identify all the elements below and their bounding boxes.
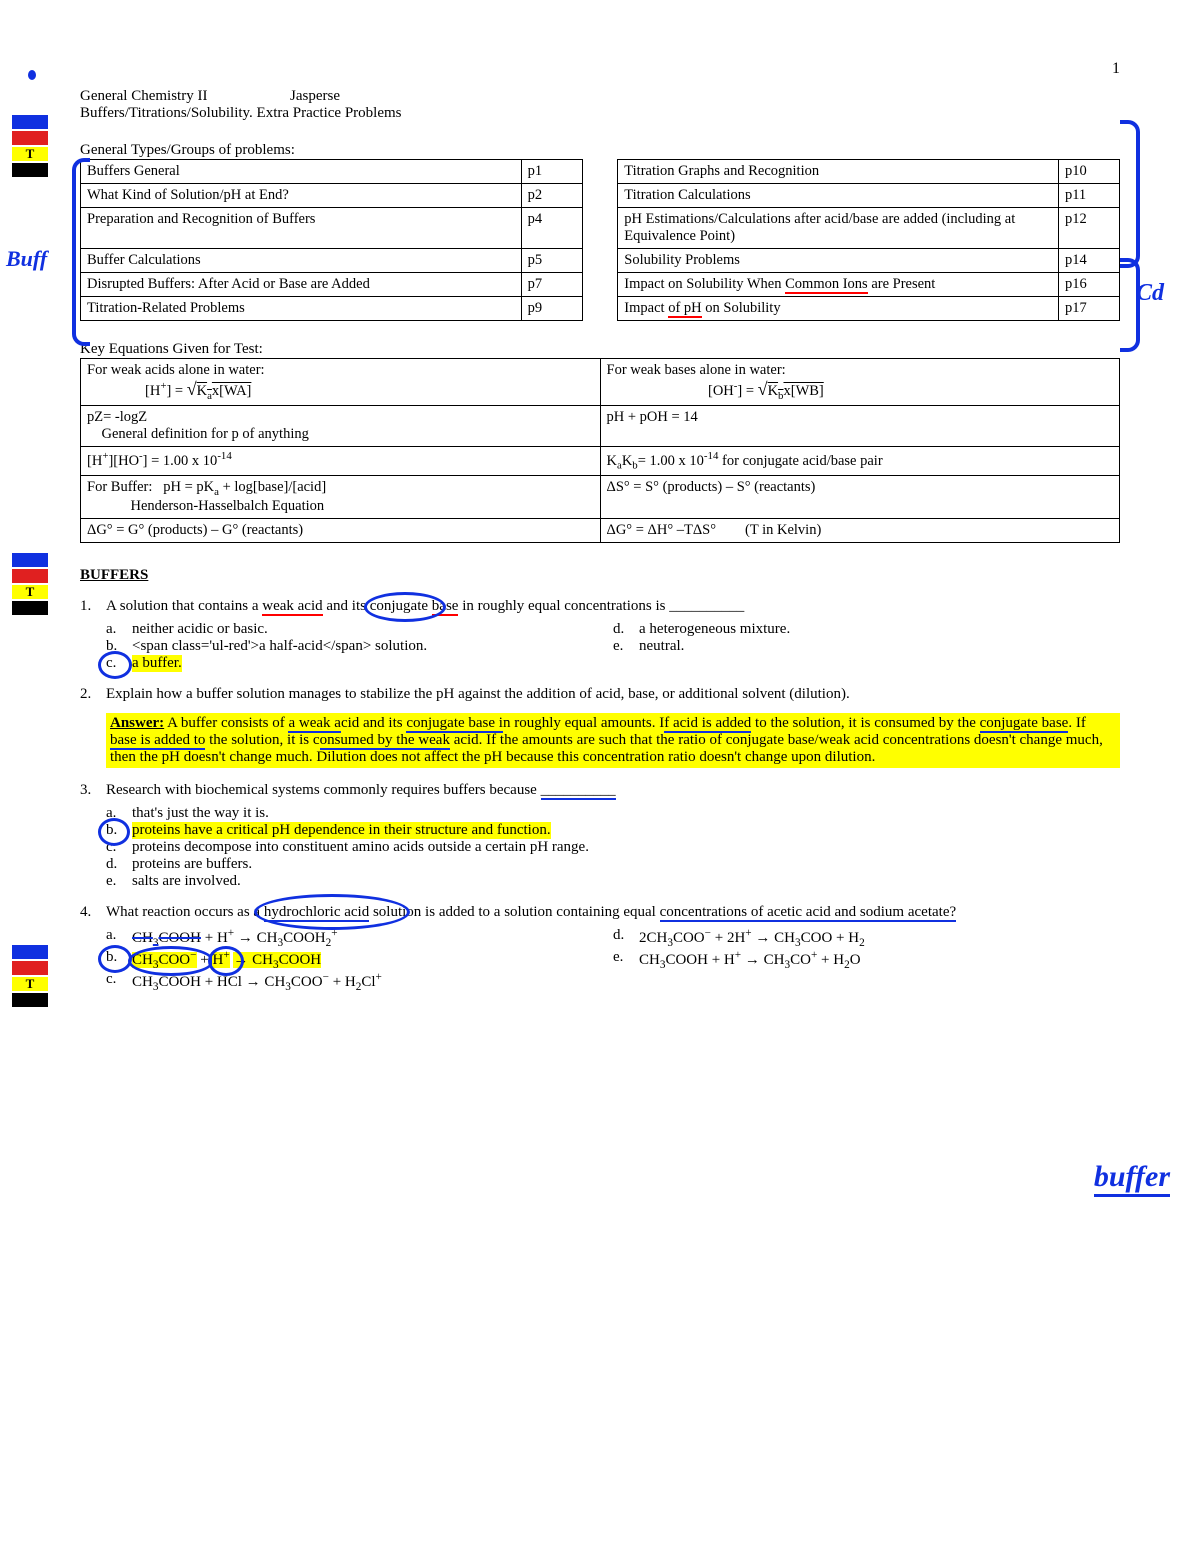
answer-block: Answer: A buffer consists of a weak acid… [106,713,1120,768]
question-number: 2. [80,686,106,703]
option-letter: a. [106,621,132,638]
flag-icon-2: T [12,553,48,617]
option-letter: a. [106,927,132,949]
option-text: proteins have a critical pH dependence i… [132,822,551,839]
page-number: 1 [80,60,1120,78]
option-letter: c. [106,655,132,672]
question-text: What reaction occurs as a hydrochloric a… [106,904,1120,921]
question-number: 1. [80,598,106,672]
table-row: What Kind of Solution/pH at End?p2Titrat… [81,184,1120,208]
flag-icon-1: T [12,115,48,179]
option-letter: b. [106,949,132,971]
option-text: neither acidic or basic. [132,621,268,638]
table-row: ΔG° = G° (products) – G° (reactants)ΔG° … [81,518,1120,542]
option-letter: a. [106,805,132,822]
table-row: Titration-Related Problemsp9Impact of pH… [81,297,1120,321]
option-text: a buffer. [132,655,182,672]
option-text: CH3COOH + H+ → CH3CO+ + H2O [639,949,861,971]
course-name: General Chemistry II [80,88,290,105]
document-subtitle: Buffers/Titrations/Solubility. Extra Pra… [80,105,1120,122]
toc-table: Buffers Generalp1Titration Graphs and Re… [80,159,1120,321]
instructor-name: Jasperse [290,88,340,105]
table-row: [H+][HO-] = 1.00 x 10-14KaKb= 1.00 x 10-… [81,446,1120,475]
option-letter: d. [613,927,639,949]
option-text: CH3COO− + H+ → CH3COOH [132,949,321,971]
option-letter: b. [106,638,132,655]
handwritten-buffer: buffer [1094,1160,1170,1197]
option-text: proteins are buffers. [132,856,252,873]
equations-table: For weak acids alone in water: [H+] = √K… [80,358,1120,543]
question: 3.Research with biochemical systems comm… [80,782,1120,890]
option-letter: e. [613,638,639,655]
table-row: Buffer Calculationsp5Solubility Problems… [81,249,1120,273]
table-row: Buffers Generalp1Titration Graphs and Re… [81,160,1120,184]
table-row: Preparation and Recognition of Buffersp4… [81,208,1120,249]
option-letter: d. [613,621,639,638]
equations-heading: Key Equations Given for Test: [80,341,1120,358]
option-letter: e. [106,873,132,890]
table-row: For Buffer: pH = pKa + log[base]/[acid] … [81,475,1120,518]
option-letter: b. [106,822,132,839]
bracket-right-bottom-icon [1120,258,1140,352]
toc-heading: General Types/Groups of problems: [80,142,1120,159]
option-letter: c. [106,971,132,993]
option-letter: c. [106,839,132,856]
handwritten-buff: Buff [6,246,47,272]
option-text: that's just the way it is. [132,805,269,822]
question: 4.What reaction occurs as a hydrochloric… [80,904,1120,993]
option-text: CH3COOH + HCl → CH3COO− + H2Cl+ [132,971,382,993]
option-text: proteins decompose into constituent amin… [132,839,589,856]
option-text: <span class='ul-red'>a half-acid</span> … [132,638,427,655]
handwritten-cd: Cd [1136,280,1164,307]
option-text: neutral. [639,638,684,655]
question-text: A solution that contains a weak acid and… [106,598,1120,615]
question: 2.Explain how a buffer solution manages … [80,686,1120,703]
question-number: 3. [80,782,106,890]
option-text: CH3COOH + H+ → CH3COOH2+ [132,927,338,949]
document-header: General Chemistry II Jasperse Buffers/Ti… [80,88,1120,122]
table-row: For weak acids alone in water: [H+] = √K… [81,359,1120,406]
question-text: Explain how a buffer solution manages to… [106,686,1120,703]
question-number: 4. [80,904,106,993]
option-text: salts are involved. [132,873,241,890]
bracket-right-top-icon [1120,120,1140,268]
question: 1.A solution that contains a weak acid a… [80,598,1120,672]
option-text: 2CH3COO− + 2H+ → CH3COO + H2 [639,927,865,949]
ink-dot [28,70,36,80]
table-row: Disrupted Buffers: After Acid or Base ar… [81,273,1120,297]
option-letter: e. [613,949,639,971]
option-text: a heterogeneous mixture. [639,621,790,638]
section-title-buffers: BUFFERS [80,567,1120,584]
flag-icon-3: T [12,945,48,1009]
question-text: Research with biochemical systems common… [106,782,1120,799]
option-letter: d. [106,856,132,873]
table-row: pZ= -logZ General definition for p of an… [81,405,1120,446]
